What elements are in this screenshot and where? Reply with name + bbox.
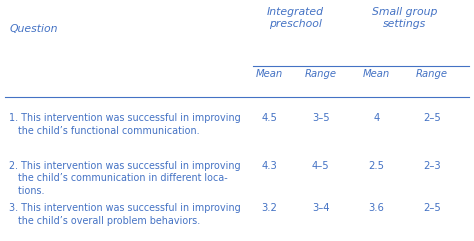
Text: 2–3: 2–3 [423,161,441,171]
Text: 2. This intervention was successful in improving
   the child’s communication in: 2. This intervention was successful in i… [9,161,241,196]
Text: 4.3: 4.3 [262,161,277,171]
Text: 4–5: 4–5 [312,161,329,171]
Text: 2.5: 2.5 [368,161,384,171]
Text: Question: Question [9,24,58,34]
Text: 4: 4 [373,114,380,123]
Text: 3–4: 3–4 [312,203,329,213]
Text: Mean: Mean [363,68,390,79]
Text: Range: Range [416,68,448,79]
Text: 2–5: 2–5 [423,114,441,123]
Text: 3.6: 3.6 [368,203,384,213]
Text: 1. This intervention was successful in improving
   the child’s functional commu: 1. This intervention was successful in i… [9,114,241,136]
Text: 3. This intervention was successful in improving
   the child’s overall problem : 3. This intervention was successful in i… [9,203,241,226]
Text: Range: Range [305,68,337,79]
Text: Mean: Mean [256,68,283,79]
Text: 2–5: 2–5 [423,203,441,213]
Text: 3.2: 3.2 [262,203,277,213]
Text: 4.5: 4.5 [262,114,277,123]
Text: 3–5: 3–5 [312,114,329,123]
Text: Small group
settings: Small group settings [372,7,437,29]
Text: Integrated
preschool: Integrated preschool [266,7,324,29]
